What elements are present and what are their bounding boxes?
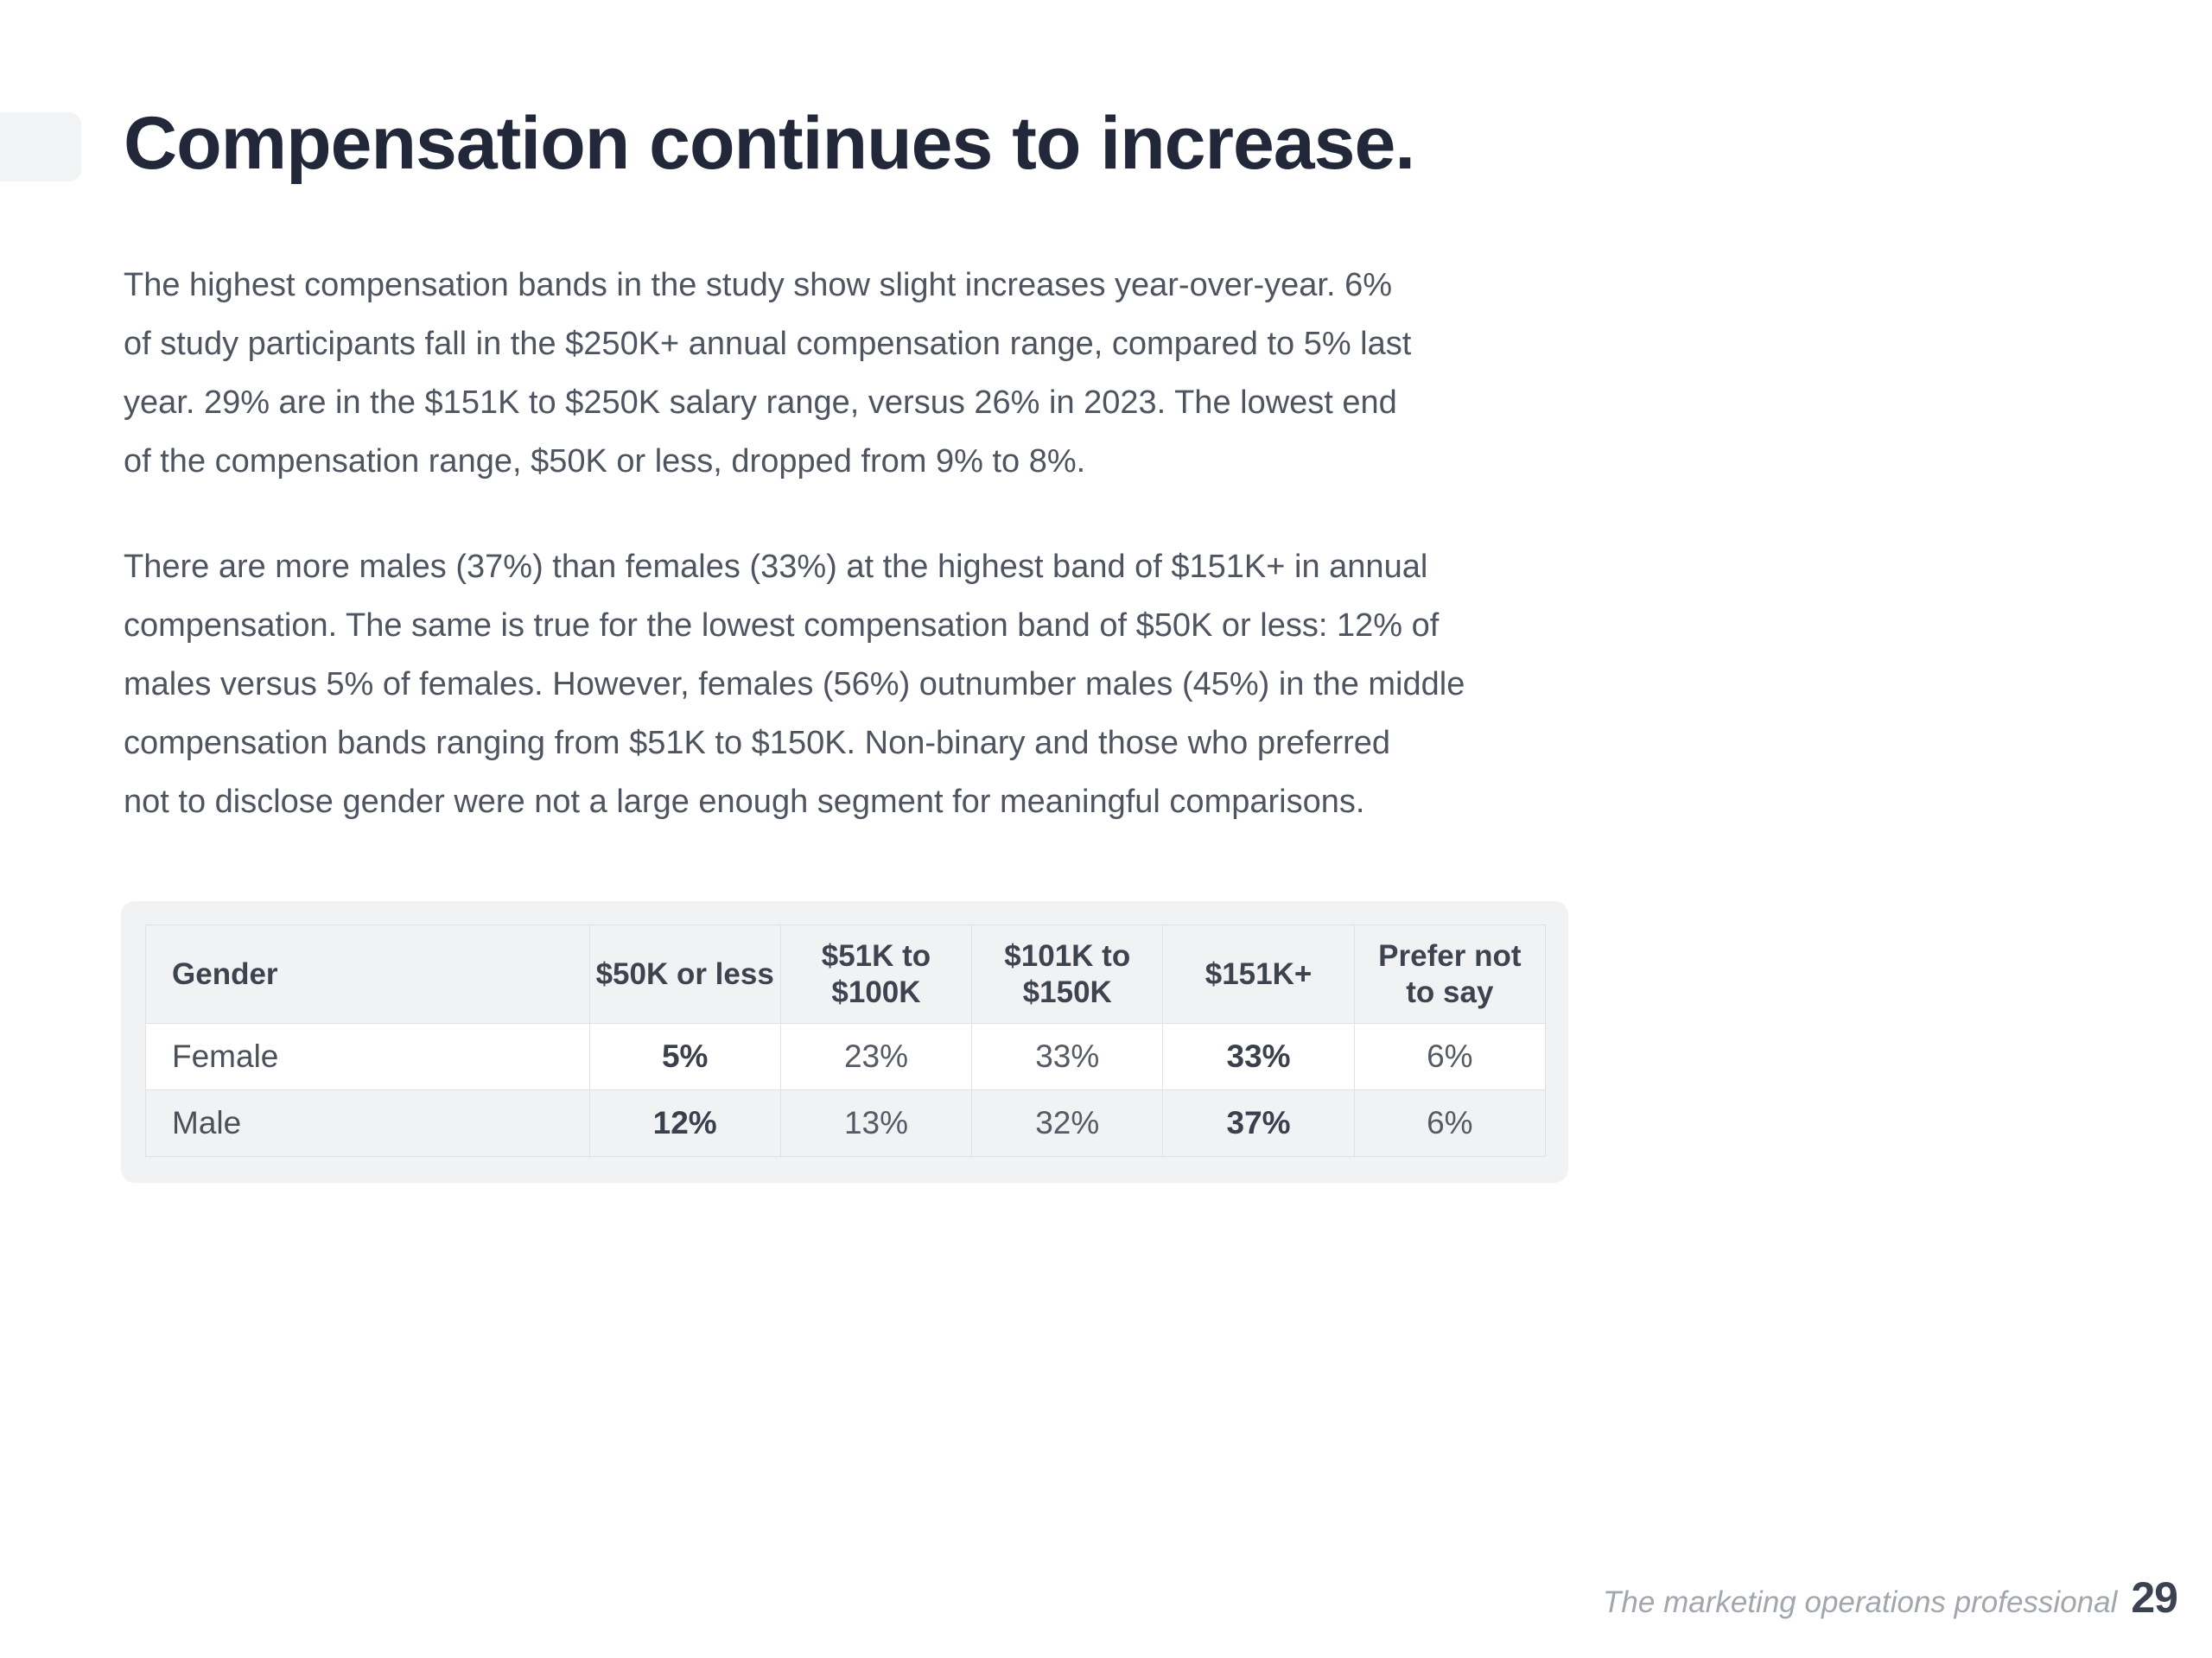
paragraph-gender-comparison: There are more males (37%) than females … — [124, 549, 1465, 820]
cell-female-pnts: 6% — [1353, 1023, 1547, 1090]
cell-male-51k: 13% — [779, 1089, 973, 1157]
column-header-51k-to-100k: $51K to $100K — [779, 924, 973, 1024]
footer-report-name: The marketing operations professional — [1603, 1585, 2118, 1619]
table-header: Gender $50K or less $51K to $100K $101K … — [145, 924, 1547, 1024]
compensation-table-card: Gender $50K or less $51K to $100K $101K … — [121, 901, 1568, 1183]
column-header-50k-or-less: $50K or less — [588, 924, 781, 1024]
cell-male-50k: 12% — [588, 1089, 781, 1157]
column-header-prefer-not-to-say: Prefer not to say — [1353, 924, 1547, 1024]
table-row-male: Male 12% 13% 32% 37% 6% — [145, 1089, 1547, 1157]
column-header-101k-to-150k: $101K to $150K — [971, 924, 1164, 1024]
page-footer: The marketing operations professional 29 — [1603, 1572, 2178, 1623]
cell-female-151k: 33% — [1162, 1023, 1355, 1090]
cell-male-pnts: 6% — [1353, 1089, 1547, 1157]
page-title: Compensation continues to increase. — [124, 102, 1415, 185]
cell-male-151k: 37% — [1162, 1089, 1355, 1157]
row-label-female: Female — [145, 1023, 590, 1090]
page-number: 29 — [2131, 1573, 2178, 1622]
table-header-row: Gender $50K or less $51K to $100K $101K … — [145, 924, 1547, 1024]
title-accent-block — [0, 112, 81, 181]
cell-female-51k: 23% — [779, 1023, 973, 1090]
column-header-151k-plus: $151K+ — [1162, 924, 1355, 1024]
compensation-by-gender-table: Gender $50K or less $51K to $100K $101K … — [145, 924, 1547, 1157]
paragraph-compensation-bands: The highest compensation bands in the st… — [124, 267, 1412, 480]
row-label-male: Male — [145, 1089, 590, 1157]
cell-female-101k: 33% — [971, 1023, 1164, 1090]
cell-male-101k: 32% — [971, 1089, 1164, 1157]
cell-female-50k: 5% — [588, 1023, 781, 1090]
table-row-female: Female 5% 23% 33% 33% 6% — [145, 1023, 1547, 1090]
column-header-gender: Gender — [145, 924, 590, 1024]
